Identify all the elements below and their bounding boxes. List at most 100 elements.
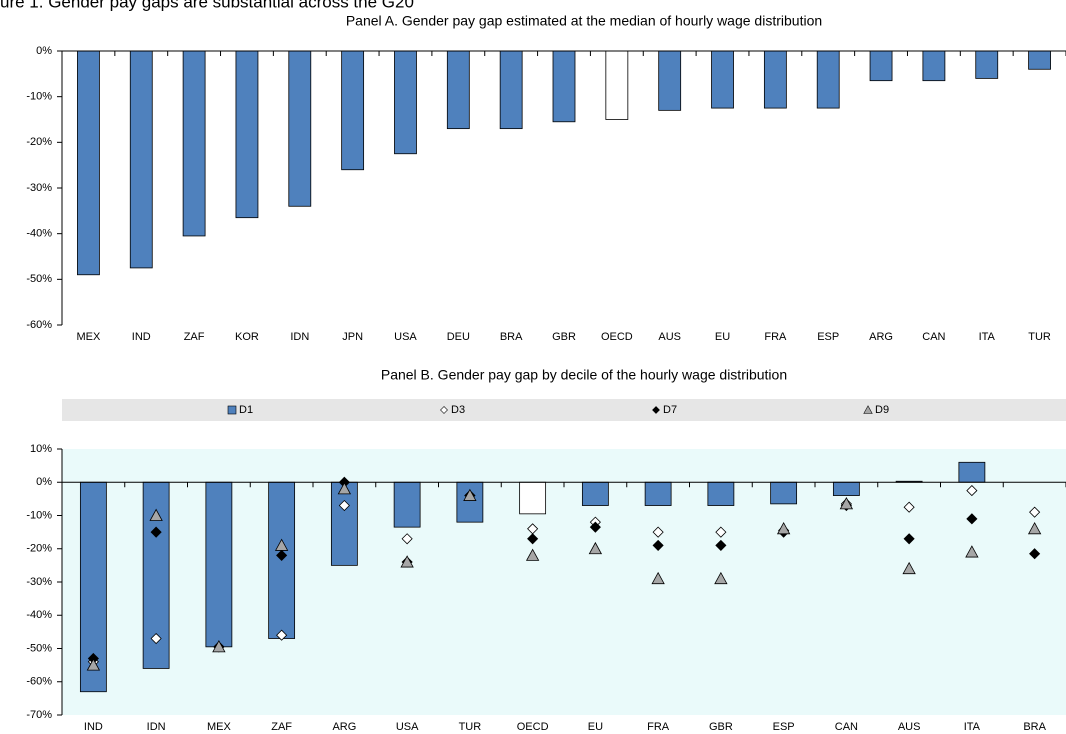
marker xyxy=(965,545,979,558)
x-tick-label: MEX xyxy=(207,721,232,733)
marker xyxy=(966,484,978,497)
bar xyxy=(770,481,798,505)
bar xyxy=(922,50,946,82)
x-tick-label: EU xyxy=(715,331,730,343)
x-tick-label: ARG xyxy=(332,721,356,733)
marker xyxy=(338,499,350,512)
y-tick-label: -60% xyxy=(26,319,52,331)
x-tick-label: ESP xyxy=(773,721,795,733)
marker xyxy=(589,521,601,533)
marker xyxy=(1027,521,1042,535)
marker xyxy=(902,561,916,575)
x-tick-label: IND xyxy=(132,331,151,343)
bar xyxy=(288,50,312,207)
x-tick-label: ITA xyxy=(979,331,996,343)
bar xyxy=(605,50,629,120)
marker xyxy=(150,632,162,645)
x-tick-label: IDN xyxy=(147,721,166,733)
x-tick-label: ZAF xyxy=(271,721,292,733)
x-tick-label: IDN xyxy=(290,331,309,343)
marker xyxy=(839,497,854,510)
y-tick-label: 0% xyxy=(36,45,52,57)
legend-swatch xyxy=(863,405,873,414)
x-tick-label: GBR xyxy=(709,721,733,733)
x-tick-label: ITA xyxy=(964,721,981,733)
x-tick-label: USA xyxy=(396,721,419,733)
x-tick-label: BRA xyxy=(500,331,523,343)
bar xyxy=(869,50,893,82)
y-tick-label: -10% xyxy=(26,509,52,521)
bar xyxy=(975,50,999,79)
legend-label: D7 xyxy=(663,404,677,416)
x-tick-label: FRA xyxy=(647,721,670,733)
marker xyxy=(903,501,915,513)
marker xyxy=(463,488,477,501)
bar xyxy=(393,481,421,528)
legend-background xyxy=(62,399,1066,421)
x-tick-label: FRA xyxy=(764,331,787,343)
x-tick-label: TUR xyxy=(1028,331,1051,343)
bar xyxy=(711,50,734,109)
marker xyxy=(651,571,665,585)
marker xyxy=(337,482,352,495)
bar xyxy=(958,461,986,483)
marker xyxy=(400,555,414,568)
bar xyxy=(330,481,358,566)
y-tick-label: 0% xyxy=(36,476,52,488)
marker xyxy=(212,640,226,653)
marker xyxy=(525,548,540,561)
y-tick-label: -50% xyxy=(26,273,52,285)
y-tick-label: -30% xyxy=(26,576,52,588)
bar xyxy=(816,50,840,109)
bar xyxy=(205,481,233,648)
y-tick-label: -70% xyxy=(26,709,52,721)
bar xyxy=(581,481,609,506)
bar xyxy=(182,50,206,237)
marker xyxy=(1029,506,1041,518)
x-tick-label: CAN xyxy=(835,721,858,733)
marker xyxy=(715,526,727,538)
y-tick-label: -40% xyxy=(26,228,52,240)
bar xyxy=(499,50,523,130)
marker xyxy=(527,533,539,545)
bar xyxy=(519,481,547,515)
bar xyxy=(552,50,576,123)
marker xyxy=(903,533,915,545)
marker xyxy=(588,541,603,555)
marker xyxy=(274,538,289,551)
x-tick-label: ARG xyxy=(869,331,893,343)
bar xyxy=(129,50,153,269)
legend-label: D9 xyxy=(875,404,889,416)
legend-swatch xyxy=(652,406,660,414)
y-tick-label: 10% xyxy=(30,443,52,455)
y-tick-label: -40% xyxy=(26,609,52,621)
x-tick-label: OECD xyxy=(601,331,633,343)
legend-swatch xyxy=(440,406,448,414)
bar xyxy=(235,50,259,219)
x-tick-label: MEX xyxy=(76,331,101,343)
x-tick-label: IND xyxy=(84,721,103,733)
bar xyxy=(456,481,484,523)
bar xyxy=(707,481,735,506)
marker xyxy=(401,533,413,545)
marker xyxy=(715,539,727,551)
bar xyxy=(763,50,787,109)
x-tick-label: CAN xyxy=(922,331,945,343)
legend-label: D3 xyxy=(451,404,465,416)
legend-swatch xyxy=(227,405,237,415)
x-tick-label: DEU xyxy=(447,331,470,343)
bar xyxy=(77,50,100,276)
marker xyxy=(150,526,162,538)
x-tick-label: ZAF xyxy=(184,331,205,343)
marker xyxy=(776,521,791,535)
marker xyxy=(714,571,728,585)
x-tick-label: EU xyxy=(588,721,603,733)
bar xyxy=(832,481,860,496)
x-tick-label: BRA xyxy=(1023,721,1046,733)
y-tick-label: -20% xyxy=(26,543,52,555)
marker xyxy=(276,629,288,641)
bar xyxy=(341,50,365,171)
bar xyxy=(446,50,470,130)
